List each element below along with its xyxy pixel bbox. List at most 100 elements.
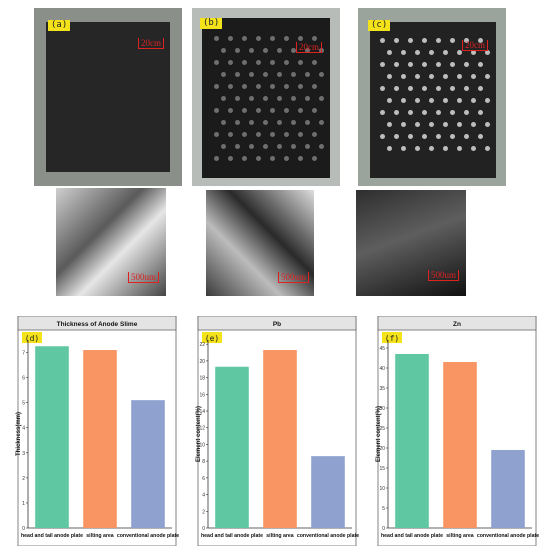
micro-scale-a: 500um	[128, 272, 160, 283]
chart-title: Zn	[453, 321, 461, 328]
vent-hole	[485, 50, 490, 55]
vent-hole	[291, 48, 296, 53]
chart-title-bar	[377, 316, 537, 331]
vent-hole	[319, 144, 324, 149]
vent-hole	[228, 108, 233, 113]
vent-hole	[478, 62, 483, 67]
vent-hole	[478, 134, 483, 139]
vent-hole	[284, 156, 289, 161]
vent-hole	[298, 132, 303, 137]
vent-hole	[429, 98, 434, 103]
x-tick-label: silting area	[86, 533, 114, 539]
y-tick-label: 8	[202, 459, 205, 465]
x-tick-label: silting area	[266, 533, 294, 539]
vent-hole	[415, 50, 420, 55]
bar-1	[35, 346, 69, 528]
vent-hole	[277, 120, 282, 125]
vent-hole	[408, 38, 413, 43]
vent-hole	[256, 132, 261, 137]
vent-hole	[436, 62, 441, 67]
y-tick-label: 4	[22, 426, 25, 432]
vent-hole	[443, 146, 448, 151]
micro-scale-c: 500um	[428, 270, 460, 281]
x-tick-label: conventional anode plate	[117, 533, 179, 539]
panel-tag-bg	[22, 332, 42, 343]
vent-hole	[221, 120, 226, 125]
vent-hole	[221, 96, 226, 101]
vent-hole	[401, 74, 406, 79]
vent-hole	[387, 50, 392, 55]
vent-hole	[450, 134, 455, 139]
y-tick-label: 5	[22, 401, 25, 407]
vent-hole	[249, 144, 254, 149]
vent-hole	[401, 50, 406, 55]
vent-hole	[214, 156, 219, 161]
y-tick-label: 30	[379, 406, 385, 412]
vent-hole	[228, 60, 233, 65]
vent-hole	[380, 110, 385, 115]
y-tick-label: 15	[379, 466, 385, 472]
vent-hole	[394, 134, 399, 139]
vent-hole	[415, 122, 420, 127]
vent-hole	[443, 74, 448, 79]
vent-hole	[242, 84, 247, 89]
photo-scale-a: 20cm	[138, 38, 164, 49]
vent-hole	[450, 86, 455, 91]
vent-hole	[291, 96, 296, 101]
y-tick-label: 6	[22, 376, 25, 382]
micro-photo-b: 500um	[206, 190, 314, 296]
photo-b: (b) 20cm	[192, 8, 340, 186]
vent-hole	[485, 98, 490, 103]
vent-hole	[298, 36, 303, 41]
y-tick-label: 40	[379, 366, 385, 372]
vent-hole	[235, 72, 240, 77]
vent-hole	[242, 60, 247, 65]
y-tick-label: 20	[199, 359, 205, 365]
vent-hole	[401, 122, 406, 127]
y-tick-label: 18	[199, 376, 205, 382]
vent-hole	[284, 108, 289, 113]
vent-hole	[422, 38, 427, 43]
y-tick-label: 10	[379, 486, 385, 492]
x-tick-label: silting area	[446, 533, 474, 539]
panel-tag: (d)	[25, 334, 39, 343]
vent-hole	[380, 134, 385, 139]
bar-3	[491, 450, 525, 528]
vent-hole	[408, 110, 413, 115]
y-tick-label: 7	[22, 351, 25, 357]
vent-hole	[228, 84, 233, 89]
photo-tag-b: (b)	[200, 18, 223, 29]
vent-hole	[228, 156, 233, 161]
y-tick-label: 10	[199, 442, 205, 448]
vent-hole	[284, 36, 289, 41]
vent-hole	[221, 72, 226, 77]
bar-1	[395, 354, 429, 528]
vent-hole	[235, 144, 240, 149]
vent-hole	[478, 86, 483, 91]
x-tick-label: head and tail anode plate	[21, 533, 83, 539]
vent-hole	[277, 144, 282, 149]
y-tick-label: 35	[379, 386, 385, 392]
vent-hole	[450, 62, 455, 67]
vent-hole	[235, 120, 240, 125]
vent-hole	[305, 144, 310, 149]
vent-hole	[263, 144, 268, 149]
y-tick-label: 22	[199, 342, 205, 348]
y-tick-label: 2	[22, 476, 25, 482]
vent-hole	[312, 132, 317, 137]
vent-hole	[256, 156, 261, 161]
micro-photo-c: 500um	[356, 190, 466, 296]
vent-hole	[429, 122, 434, 127]
vent-hole	[387, 74, 392, 79]
vent-hole	[422, 86, 427, 91]
y-tick-label: 2	[202, 509, 205, 515]
bar-1	[215, 366, 249, 528]
vent-hole	[249, 48, 254, 53]
vent-hole	[263, 120, 268, 125]
vent-hole	[214, 60, 219, 65]
vent-hole	[242, 132, 247, 137]
vent-hole	[298, 156, 303, 161]
vent-hole	[478, 110, 483, 115]
vent-hole	[457, 98, 462, 103]
vent-hole	[214, 36, 219, 41]
